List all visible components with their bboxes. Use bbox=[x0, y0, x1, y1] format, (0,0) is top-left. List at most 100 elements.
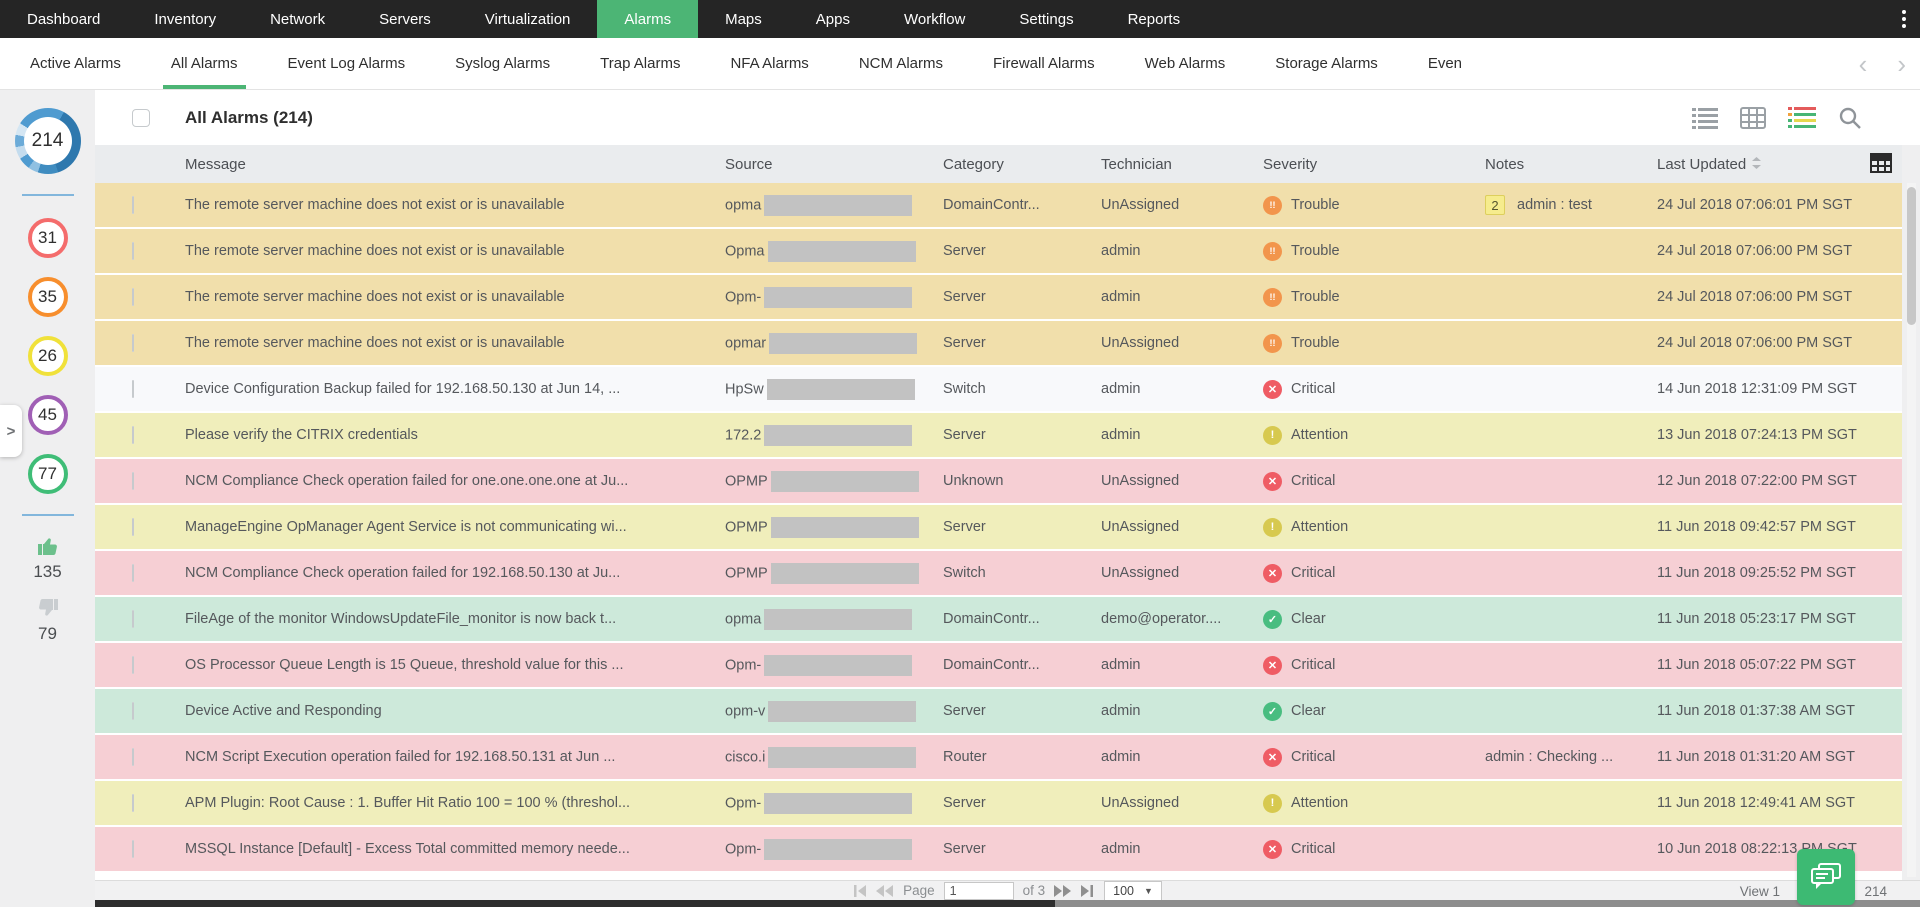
tab-firewall-alarms[interactable]: Firewall Alarms bbox=[992, 55, 1095, 72]
chat-button[interactable] bbox=[1797, 849, 1855, 905]
row-checkbox[interactable] bbox=[132, 380, 134, 398]
table-row[interactable]: The remote server machine does not exist… bbox=[95, 229, 1902, 273]
row-checkbox[interactable] bbox=[132, 840, 134, 858]
row-checkbox[interactable] bbox=[132, 242, 134, 260]
severity-count-badge[interactable]: 35 bbox=[27, 277, 68, 317]
tab-storage-alarms[interactable]: Storage Alarms bbox=[1275, 55, 1378, 72]
acknowledged-filter[interactable]: 135 bbox=[33, 534, 62, 582]
unacknowledged-filter[interactable]: 79 bbox=[36, 596, 60, 644]
column-chooser-icon[interactable] bbox=[1870, 153, 1892, 178]
row-checkbox[interactable] bbox=[132, 334, 134, 352]
alarm-technician: UnAssigned bbox=[1101, 197, 1180, 213]
tab-trap-alarms[interactable]: Trap Alarms bbox=[600, 55, 681, 72]
page-size-select[interactable]: 100 ▼ bbox=[1104, 880, 1162, 901]
severity-label: Critical bbox=[1291, 657, 1336, 673]
table-view-icon[interactable] bbox=[1740, 106, 1766, 129]
alarm-total-donut[interactable]: 214 bbox=[14, 108, 81, 174]
top-nav-item-workflow[interactable]: Workflow bbox=[903, 10, 966, 28]
table-row[interactable]: APM Plugin: Root Cause : 1. Buffer Hit R… bbox=[95, 781, 1902, 825]
alarm-message: NCM Compliance Check operation failed fo… bbox=[185, 473, 629, 489]
column-header-label: Source bbox=[725, 155, 773, 173]
row-checkbox[interactable] bbox=[132, 702, 134, 720]
prev-page-icon[interactable] bbox=[876, 884, 894, 897]
search-icon[interactable] bbox=[1838, 106, 1862, 130]
column-header-severity[interactable]: Severity bbox=[1263, 156, 1485, 173]
severity-count-badge[interactable]: 31 bbox=[27, 218, 68, 258]
top-nav-item-settings[interactable]: Settings bbox=[1019, 10, 1074, 28]
column-header-last-updated[interactable]: Last Updated bbox=[1657, 156, 1902, 173]
expand-sidebar-icon[interactable]: > bbox=[0, 405, 22, 457]
first-page-icon[interactable] bbox=[853, 884, 867, 897]
severity-view-icon[interactable] bbox=[1788, 106, 1816, 129]
column-header-technician[interactable]: Technician bbox=[1101, 156, 1263, 173]
select-all-checkbox[interactable] bbox=[132, 108, 150, 127]
top-nav-item-servers[interactable]: Servers bbox=[379, 10, 431, 28]
row-checkbox[interactable] bbox=[132, 748, 134, 766]
tab-nfa-alarms[interactable]: NFA Alarms bbox=[730, 55, 809, 72]
table-row[interactable]: ManageEngine OpManager Agent Service is … bbox=[95, 505, 1902, 549]
severity-critical-icon: ✕ bbox=[1263, 563, 1282, 583]
chevron-left-icon[interactable]: ‹ bbox=[1858, 48, 1868, 79]
top-nav-item-alarms[interactable]: Alarms bbox=[597, 0, 699, 38]
column-header-category[interactable]: Category bbox=[943, 156, 1101, 173]
table-row[interactable]: MSSQL Instance [Default] - Excess Total … bbox=[95, 827, 1902, 871]
alarm-last-updated: 10 Jun 2018 08:22:13 PM SGT bbox=[1657, 841, 1857, 857]
kebab-menu-icon[interactable] bbox=[1888, 0, 1920, 38]
column-header-message[interactable]: Message bbox=[185, 156, 725, 173]
tab-even[interactable]: Even bbox=[1427, 55, 1463, 72]
alarm-source: Opm- bbox=[725, 792, 943, 814]
severity-count-badge[interactable]: 77 bbox=[27, 454, 68, 494]
page-number-input[interactable] bbox=[943, 881, 1014, 900]
row-checkbox[interactable] bbox=[132, 196, 134, 214]
table-row[interactable]: The remote server machine does not exist… bbox=[95, 321, 1902, 365]
top-nav-item-maps[interactable]: Maps bbox=[725, 10, 762, 28]
severity-count-badge[interactable]: 45 bbox=[27, 395, 68, 435]
source-prefix: opma bbox=[725, 196, 762, 213]
top-nav-item-virtualization[interactable]: Virtualization bbox=[484, 10, 571, 28]
row-checkbox[interactable] bbox=[132, 794, 134, 812]
row-checkbox[interactable] bbox=[132, 472, 134, 490]
top-nav-item-dashboard[interactable]: Dashboard bbox=[27, 10, 101, 28]
table-row[interactable]: FileAge of the monitor WindowsUpdateFile… bbox=[95, 597, 1902, 641]
tab-ncm-alarms[interactable]: NCM Alarms bbox=[858, 55, 943, 72]
top-nav-item-inventory[interactable]: Inventory bbox=[154, 10, 217, 28]
row-checkbox[interactable] bbox=[132, 656, 134, 674]
tab-syslog-alarms[interactable]: Syslog Alarms bbox=[455, 55, 551, 72]
table-row[interactable]: Device Active and Responding opm-v Server a… bbox=[95, 689, 1902, 733]
table-row[interactable]: The remote server machine does not exist… bbox=[95, 275, 1902, 319]
table-row[interactable]: NCM Script Execution operation failed fo… bbox=[95, 735, 1902, 779]
sidebar-divider bbox=[21, 514, 74, 516]
row-checkbox[interactable] bbox=[132, 288, 134, 306]
thumbs-up-count: 135 bbox=[33, 562, 62, 581]
tab-all-alarms[interactable]: All Alarms bbox=[162, 38, 246, 89]
row-checkbox[interactable] bbox=[132, 426, 134, 444]
notes-count-badge[interactable]: 2 bbox=[1485, 195, 1505, 215]
last-page-icon[interactable] bbox=[1081, 884, 1095, 897]
tab-event-log-alarms[interactable]: Event Log Alarms bbox=[287, 55, 406, 72]
column-header-source[interactable]: Source bbox=[725, 156, 943, 173]
row-checkbox[interactable] bbox=[132, 564, 134, 582]
row-checkbox[interactable] bbox=[132, 518, 134, 536]
severity-label: Trouble bbox=[1291, 243, 1340, 259]
table-row[interactable]: The remote server machine does not exist… bbox=[95, 183, 1902, 227]
table-row[interactable]: NCM Compliance Check operation failed fo… bbox=[95, 551, 1902, 595]
tab-web-alarms[interactable]: Web Alarms bbox=[1144, 55, 1226, 72]
alarm-category: Switch bbox=[943, 565, 986, 581]
chevron-right-icon[interactable]: › bbox=[1897, 48, 1906, 79]
top-nav-item-network[interactable]: Network bbox=[270, 10, 326, 28]
severity-count-badge[interactable]: 26 bbox=[27, 336, 68, 376]
table-row[interactable]: Please verify the CITRIX credentials 172.… bbox=[95, 413, 1902, 457]
tab-active-alarms[interactable]: Active Alarms bbox=[30, 55, 121, 72]
list-view-icon[interactable] bbox=[1692, 107, 1718, 129]
table-row[interactable]: NCM Compliance Check operation failed fo… bbox=[95, 459, 1902, 503]
column-header-notes[interactable]: Notes bbox=[1485, 156, 1657, 173]
row-checkbox[interactable] bbox=[132, 610, 134, 628]
table-row[interactable]: Device Configuration Backup failed for 1… bbox=[95, 367, 1902, 411]
table-row[interactable]: OS Processor Queue Length is 15 Queue, t… bbox=[95, 643, 1902, 687]
redacted-block bbox=[769, 332, 918, 354]
horizontal-scrollbar-thumb[interactable] bbox=[95, 900, 1055, 907]
top-nav-item-apps[interactable]: Apps bbox=[815, 10, 850, 28]
next-page-icon[interactable] bbox=[1054, 884, 1072, 897]
vertical-scrollbar-thumb[interactable] bbox=[1907, 187, 1916, 325]
top-nav-item-reports[interactable]: Reports bbox=[1127, 10, 1181, 28]
